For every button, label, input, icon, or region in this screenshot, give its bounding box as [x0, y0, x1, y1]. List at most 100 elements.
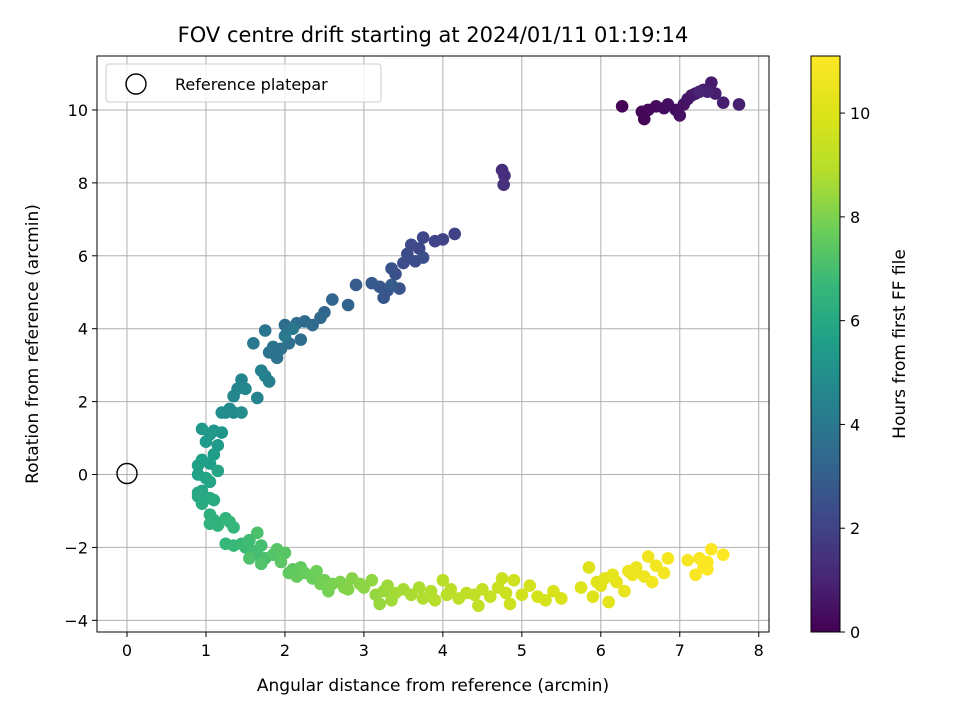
y-tick-label: 6: [78, 247, 88, 266]
data-point: [701, 562, 714, 576]
data-point: [191, 459, 205, 472]
x-tick-label: 2: [280, 641, 290, 660]
data-point: [349, 278, 363, 292]
x-tick-label: 0: [122, 641, 132, 660]
x-tick-label: 4: [438, 641, 448, 660]
plot-frame: [96, 55, 770, 633]
data-point: [586, 590, 600, 603]
data-point: [254, 539, 268, 552]
data-point: [341, 298, 355, 312]
legend-box: [105, 63, 382, 103]
data-point: [495, 572, 509, 585]
data-point: [274, 555, 288, 569]
data-point: [385, 278, 398, 292]
data-point: [507, 573, 521, 587]
x-tick-label: 8: [754, 641, 764, 660]
data-point: [262, 346, 276, 359]
data-point: [416, 231, 430, 244]
data-point: [555, 592, 568, 605]
data-point: [673, 109, 687, 122]
data-point: [483, 590, 497, 603]
data-point: [258, 369, 272, 383]
y-tick-label: −4: [64, 611, 88, 630]
data-point: [582, 561, 596, 574]
x-tick-label: 5: [517, 641, 527, 660]
data-point: [705, 542, 718, 556]
data-point: [641, 550, 655, 563]
x-tick-label: 6: [596, 641, 606, 660]
data-point: [412, 581, 426, 594]
data-point: [630, 561, 643, 574]
data-point: [195, 497, 209, 510]
data-point: [448, 227, 462, 241]
y-axis-ticks: −4 −2 0 2 4 6 8 10: [64, 101, 97, 630]
data-point: [207, 493, 221, 507]
data-point: [539, 593, 552, 607]
data-point: [211, 464, 225, 478]
colorbar-tick-label: 8: [850, 208, 860, 227]
data-point: [472, 599, 485, 613]
data-point: [574, 581, 588, 594]
data-point: [428, 234, 442, 248]
data-point: [661, 552, 675, 565]
data-point: [373, 597, 386, 611]
data-point: [657, 566, 671, 580]
colorbar-tick-label: 10: [850, 104, 870, 123]
data-point: [716, 548, 730, 562]
data-point: [365, 276, 379, 290]
data-point: [615, 100, 629, 113]
data-point: [377, 291, 390, 305]
data-point: [385, 262, 398, 275]
colorbar-ticks: 0 2 4 6 8 10: [840, 104, 870, 642]
x-axis-ticks: 0 1 2 3 4 5 6 7 8: [122, 632, 764, 660]
x-tick-label: 1: [201, 641, 211, 660]
data-point: [254, 557, 268, 571]
data-point: [278, 329, 292, 343]
data-point: [732, 98, 746, 111]
data-point: [258, 324, 272, 337]
data-point: [693, 85, 706, 99]
y-tick-label: 4: [78, 320, 88, 339]
y-tick-label: −2: [64, 538, 88, 557]
data-point: [239, 382, 252, 396]
data-point: [416, 251, 430, 264]
data-point: [235, 406, 248, 419]
data-point: [503, 597, 517, 611]
data-point: [251, 391, 264, 405]
data-point: [428, 593, 442, 607]
data-point: [203, 475, 217, 489]
data-point: [498, 169, 511, 182]
legend-entry-label: Reference platepar: [175, 75, 328, 94]
data-point: [444, 583, 458, 596]
data-point: [602, 595, 615, 609]
data-point: [645, 575, 659, 589]
colorbar-tick-label: 6: [850, 312, 860, 331]
y-tick-label: 0: [78, 466, 88, 485]
y-axis-label: Rotation from reference (arcmin): [23, 204, 43, 484]
data-point: [195, 422, 209, 436]
x-tick-label: 3: [359, 641, 369, 660]
data-point: [326, 293, 339, 306]
data-point: [610, 575, 623, 589]
colorbar-gradient: [810, 55, 841, 633]
data-point: [341, 583, 355, 596]
y-tick-label: 2: [78, 393, 88, 412]
data-point: [215, 406, 229, 419]
data-point: [247, 336, 260, 350]
grid-lines: [97, 56, 769, 632]
data-point: [497, 178, 510, 191]
data-point: [199, 435, 213, 449]
y-tick-label: 8: [78, 174, 88, 193]
x-tick-label: 7: [675, 641, 685, 660]
colorbar-tick-label: 0: [850, 623, 860, 642]
data-point: [310, 564, 323, 578]
data-point: [227, 521, 240, 534]
legend: Reference platepar: [105, 63, 382, 103]
data-point: [436, 573, 450, 587]
data-point: [365, 573, 379, 587]
chart-title: FOV centre drift starting at 2024/01/11 …: [178, 23, 689, 47]
data-point: [499, 586, 513, 600]
data-points: [191, 76, 746, 613]
data-point: [227, 389, 240, 403]
data-point: [716, 96, 730, 109]
